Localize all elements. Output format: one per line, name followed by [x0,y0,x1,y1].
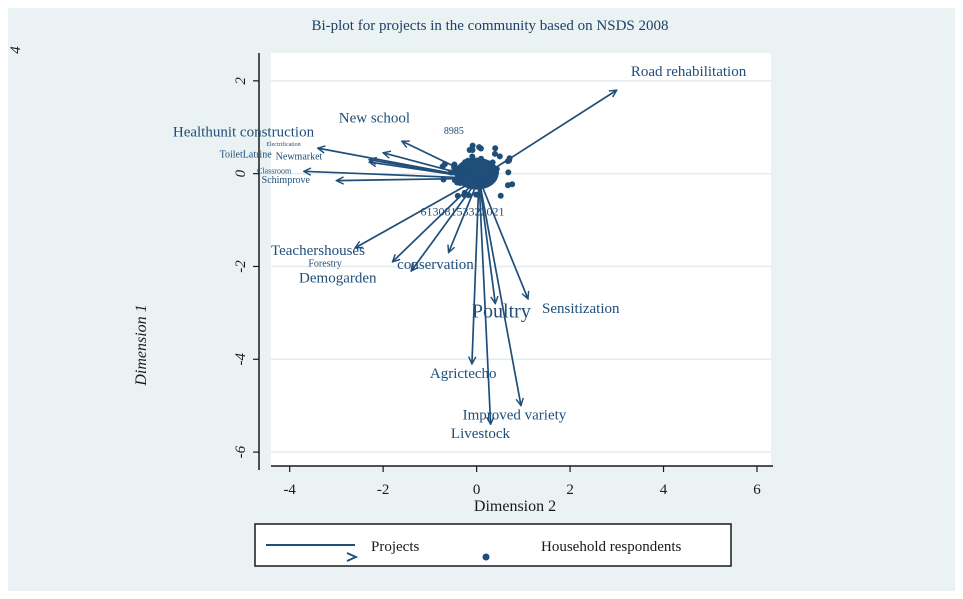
plot-area [271,53,771,466]
y-tick-label-2: -2 [233,260,249,273]
project-label-8: Teachershouses [271,243,365,259]
top-left-tick-label: 4 [8,46,24,54]
project-label-1: New school [339,111,410,127]
project-arrow-11 [449,177,480,252]
project-arrow-12 [478,177,528,299]
project-arrow-5 [369,162,480,180]
project-arrows [304,90,617,424]
project-arrow-0 [478,90,617,180]
project-arrow-10 [411,177,480,271]
respondent-point [493,170,500,177]
axes [258,53,773,470]
project-label-0: Road rehabilitation [631,64,747,80]
project-arrow-13 [478,178,495,303]
legend: Projects Household respondents [254,523,732,567]
project-arrow-16 [478,178,491,424]
project-label-6: Classroom [257,167,292,176]
y-tick-label-4: 2 [233,77,249,85]
project-arrow-15 [478,178,521,405]
chart-title: Bi-plot for projects in the community ba… [311,18,668,34]
project-arrow-8 [355,177,480,248]
x-tick-label-3: 2 [566,482,574,498]
respondent-id-label-1: 61308153322021 [421,204,505,218]
respondent-point [486,178,493,185]
project-label-3: Electrification [266,141,300,148]
x-tick-label-5: 6 [753,482,761,498]
respondent-point [492,145,499,152]
x-tick-label-1: -2 [377,482,390,498]
respondent-point [505,169,512,176]
x-tick-label-2: 0 [473,482,481,498]
y-axis-title: Dimension 1 [133,304,150,386]
respondent-point [491,150,498,157]
project-label-11: conservation [397,257,474,273]
project-label-2: Healthunit construction [173,125,315,141]
respondent-point [454,179,461,186]
respondent-point [469,146,476,153]
respondent-point [489,159,496,166]
project-label-12: Sensitization [542,301,620,317]
y-tick-label-1: -4 [233,353,249,366]
project-arrow-3 [383,153,480,180]
project-label-4: ToiletLatrine [220,149,273,160]
project-label-14: Agrictecho [430,366,497,382]
respondent-point [464,157,471,164]
project-label-13: Poultry [472,301,531,323]
respondent-point [469,142,476,149]
respondent-cluster [439,142,516,199]
legend-projects-arrow [346,552,359,562]
respondent-labels: 8985 61308153322021 [421,126,505,218]
tick-labels: -4 -2 0 2 4 6 -6 -4 -2 0 2 [233,77,761,498]
project-label-7: Schimprove [262,175,311,186]
respondent-id-label-0: 8985 [444,126,464,137]
respondent-point [483,162,490,169]
respondent-point [504,182,511,189]
y-tick-label-0: -6 [233,445,249,458]
respondent-point [477,165,484,172]
project-arrow-6 [304,171,479,180]
x-tick-label-4: 4 [660,482,668,498]
project-arrow-14 [472,178,480,364]
legend-projects-label: Projects [371,539,419,555]
respondent-point [469,153,476,160]
project-arrow-9 [392,177,480,262]
respondent-point [477,145,484,152]
legend-respondents-label: Household respondents [541,539,682,555]
respondent-point [475,157,482,164]
project-label-10: Demogarden [299,271,377,287]
project-arrow-7 [336,178,479,180]
legend-respondents-dot [482,553,490,561]
project-arrow-1 [402,141,480,180]
project-label-5: Newmarket [276,152,323,163]
respondent-point [497,192,504,199]
x-axis-title: Dimension 2 [474,498,556,515]
project-label-15: Improved variety [463,408,567,424]
project-labels: Road rehabilitation New school Healthunit … [173,64,747,442]
y-tick-label-3: 0 [233,169,249,177]
x-tick-label-0: -4 [283,482,296,498]
project-label-9: Forestry [308,258,341,269]
respondent-point [463,165,470,172]
project-label-16: Livestock [451,426,511,442]
respondent-point [496,153,503,160]
